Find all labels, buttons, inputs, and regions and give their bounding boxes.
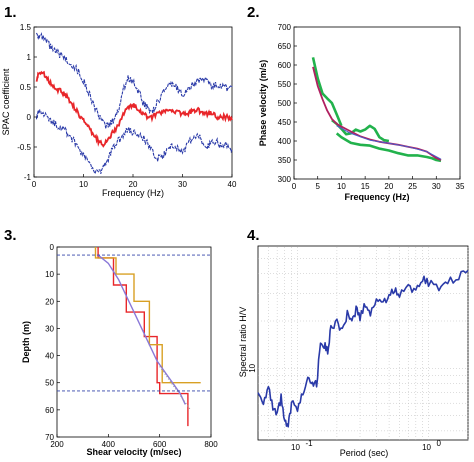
spac-xtick-label: 40 [228, 180, 237, 189]
phase-velocity-ytick-label: 700 [278, 23, 292, 32]
phase-velocity-xtick-label: 25 [408, 182, 417, 191]
hv-ratio-xtick-exponent: -1 [305, 439, 313, 448]
phase-velocity-xtick-label: 20 [384, 182, 393, 191]
hv-ratio-ylabel: Spectral ratio H/V [238, 307, 248, 378]
shear-velocity-series-line [94, 247, 201, 384]
phase-velocity-xtick-label: 30 [432, 182, 441, 191]
phase-velocity-ytick-label: 300 [278, 175, 292, 184]
spac-ytick-label: -0.5 [17, 143, 31, 152]
spac-xtick-label: 20 [129, 180, 138, 189]
phase-velocity-xtick-label: 5 [315, 182, 320, 191]
shear-velocity-series-line [159, 366, 191, 411]
spac-xtick-label: 10 [79, 180, 88, 189]
phase-velocity-series-line [336, 125, 442, 160]
hv-ratio-series-line [257, 269, 469, 428]
hv-ratio-xtick-label: 10 [291, 443, 300, 452]
spac-xtick-label: 0 [32, 180, 37, 189]
shear-velocity-frame [56, 246, 212, 438]
phase-velocity-ytick-label: 650 [278, 42, 292, 51]
phase-velocity-xtick-label: 0 [292, 182, 297, 191]
phase-velocity-ytick-label: 450 [278, 118, 292, 127]
phase-velocity-ylabel: Phase velocity (m/s) [258, 60, 268, 147]
phase-velocity-series-line [335, 132, 442, 163]
shear-velocity-xtick-label: 800 [204, 440, 218, 449]
shear-velocity-xlabel: Shear velocity (m/sec) [86, 447, 181, 457]
depth-ytick-label: 0 [50, 243, 55, 252]
depth-ytick-label: 70 [45, 433, 54, 442]
hv-ratio-ytick-label: 10 [248, 363, 257, 372]
spac-ytick-label: -1 [24, 173, 32, 182]
shear-velocity-xtick-label: 400 [102, 440, 116, 449]
shear-velocity-xtick-label: 600 [153, 440, 167, 449]
phase-velocity-xlabel: Frequency (Hz) [344, 192, 409, 202]
phase-velocity-ytick-label: 350 [278, 156, 292, 165]
depth-ytick-label: 20 [45, 297, 54, 306]
spac-chart: 0 10 20 30 40 -1-0.500.511.5 Frequency (Hz) … [1, 23, 237, 198]
spac-ytick-label: 0.5 [20, 83, 32, 92]
phase-velocity-ytick-label: 400 [278, 137, 292, 146]
phase-velocity-xtick-label: 15 [361, 182, 370, 191]
spac-frame [33, 26, 233, 178]
depth-ytick-label: 50 [45, 379, 54, 388]
depth-ytick-label: 10 [45, 270, 54, 279]
panel-number-2: 2. [247, 4, 260, 21]
hv-ratio-frame [257, 245, 469, 441]
phase-velocity-chart: 0 5 10 15 20 25 30 35 300 350 400 450 500 550 600 650 7… [258, 23, 465, 202]
shear-velocity-series-line [97, 247, 189, 427]
spac-xtick-label: 30 [178, 180, 187, 189]
phase-velocity-series-line [312, 66, 442, 161]
hv-ratio-xtick-label: 10 [422, 443, 431, 452]
phase-velocity-xtick-label: 35 [456, 182, 465, 191]
depth-ylabel: Depth (m) [21, 321, 31, 363]
shear-velocity-series-line [97, 254, 186, 405]
spac-ytick-label: 1.5 [20, 23, 32, 32]
depth-ytick-label: 30 [45, 324, 54, 333]
hv-ratio-xtick-exponent: 0 [437, 439, 442, 448]
spac-series-line [35, 32, 233, 129]
phase-velocity-ytick-label: 550 [278, 80, 292, 89]
spac-xlabel: Frequency (Hz) [102, 188, 164, 198]
shear-velocity-xtick-label: 200 [50, 440, 64, 449]
phase-velocity-series-line [311, 57, 343, 127]
hv-ratio-xlabel: Period (sec) [340, 448, 389, 458]
phase-velocity-ytick-label: 600 [278, 61, 292, 70]
panel-number-1: 1. [4, 4, 17, 21]
spac-series-line [35, 70, 233, 148]
panel-number-3: 3. [4, 227, 17, 244]
spac-series-line [35, 108, 233, 175]
depth-ytick-label: 40 [45, 352, 54, 361]
spac-ylabel: SPAC coefficient [1, 68, 11, 135]
depth-ytick-label: 60 [45, 406, 54, 415]
panel-number-4: 4. [247, 227, 260, 244]
phase-velocity-xtick-label: 10 [337, 182, 346, 191]
phase-velocity-ytick-label: 500 [278, 99, 292, 108]
hv-ratio-chart: 10 -1 10 0 10 Period (sec) Spectral ratio H… [238, 245, 469, 458]
spac-ytick-label: 0 [27, 113, 32, 122]
spac-ytick-label: 1 [27, 53, 32, 62]
shear-velocity-chart: 200 400 600 800 0 10 20 30 40 50 60 70 Shear veloc… [21, 243, 218, 457]
